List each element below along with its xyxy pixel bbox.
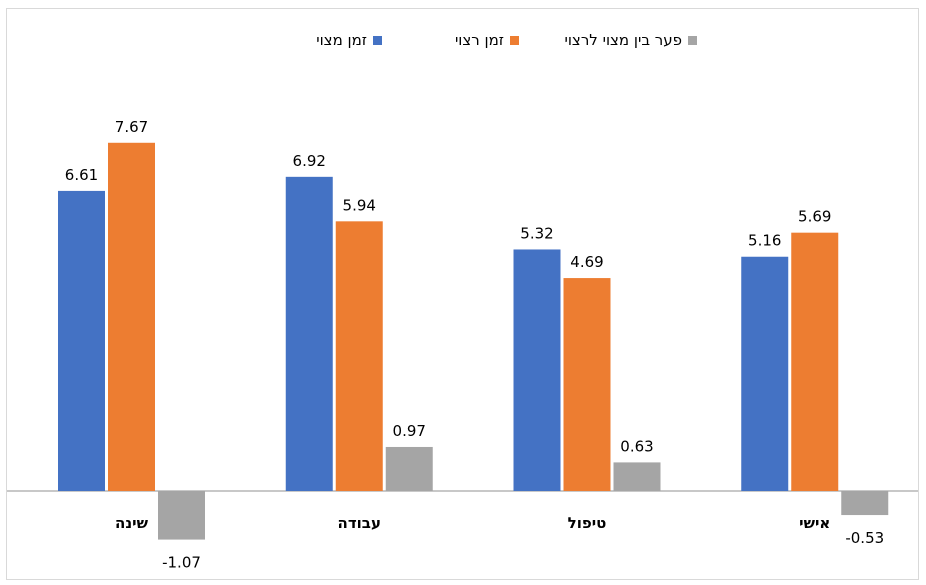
category-label-2: עבודה (338, 514, 381, 532)
legend-label-2: זמן רצוי (455, 31, 504, 49)
bar-1-4 (741, 256, 789, 491)
data-label-2-4: 5.69 (798, 208, 831, 226)
legend: זמן מצוי זמן רצוי פער בין מצוי לרצוי (316, 31, 697, 49)
data-label-1-1: 6.61 (65, 166, 98, 184)
bar-2-1 (108, 142, 155, 492)
category-label-1: שינה (115, 514, 149, 532)
category-labels: שינה עבודה טיפול אישי (115, 514, 830, 532)
data-label-2-1: 7.67 (115, 118, 148, 136)
legend-label-1: זמן מצוי (316, 31, 367, 49)
bar-3-3 (613, 462, 661, 491)
legend-swatch-1 (373, 36, 382, 45)
data-label-2-3: 4.69 (570, 253, 603, 271)
bar-2-3 (563, 278, 611, 491)
data-label-1-4: 5.16 (748, 232, 781, 250)
bars (58, 142, 889, 540)
legend-label-3: פער בין מצוי לרצוי (564, 31, 682, 49)
data-label-3-3: 0.63 (620, 437, 653, 455)
bar-3-4 (841, 491, 889, 516)
legend-swatch-2 (510, 36, 519, 45)
bar-1-2 (285, 176, 333, 491)
data-label-3-2: 0.97 (393, 422, 426, 440)
bar-2-2 (335, 221, 383, 491)
category-label-3: טיפול (568, 514, 607, 532)
bar-2-4 (791, 232, 839, 491)
data-label-3-4: -0.53 (845, 529, 884, 547)
data-label-1-2: 6.92 (293, 152, 326, 170)
data-label-1-3: 5.32 (520, 224, 553, 242)
bar-3-1 (158, 491, 205, 540)
data-labels: 6.61 7.67 -1.07 6.92 5.94 0.97 5.32 4.69 0.63 5.1… (65, 118, 884, 572)
bar-1-3 (513, 249, 561, 491)
data-label-2-2: 5.94 (343, 196, 376, 214)
bar-1-1 (58, 190, 105, 491)
bar-3-2 (385, 446, 433, 491)
data-label-3-1: -1.07 (162, 554, 201, 572)
category-label-4: אישי (799, 514, 830, 532)
legend-swatch-3 (688, 36, 697, 45)
